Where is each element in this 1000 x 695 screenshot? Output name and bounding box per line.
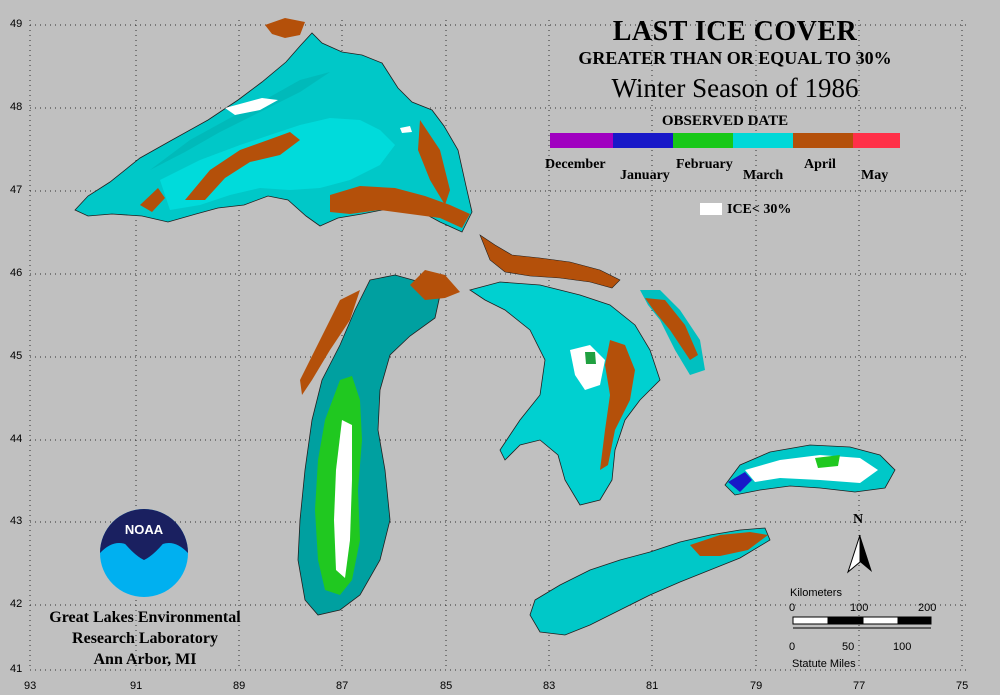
scale-mile-tick: 50 <box>842 641 855 653</box>
scale-km-title: Kilometers <box>790 587 842 599</box>
lat-label: 43 <box>10 515 23 527</box>
ice-key-label: ICE< 30% <box>727 202 792 217</box>
north-arrow <box>846 534 872 574</box>
org-name-line1: Great Lakes Environmental <box>49 609 241 626</box>
org-location: Ann Arbor, MI <box>93 651 197 668</box>
lon-label: 77 <box>853 680 866 692</box>
lat-label: 46 <box>10 267 23 279</box>
legend-color-bar <box>550 133 900 148</box>
lake-huron <box>469 281 705 506</box>
legend-month-march: March <box>743 168 784 183</box>
lon-label: 93 <box>24 680 37 692</box>
lon-label: 75 <box>956 680 969 692</box>
scale-bar <box>792 616 932 629</box>
legend-title: OBSERVED DATE <box>661 113 789 129</box>
map-title: LAST ICE COVER <box>612 16 858 47</box>
lat-label: 48 <box>10 101 23 113</box>
lat-label: 44 <box>10 433 23 445</box>
legend-month-april: April <box>804 157 836 172</box>
lake-superior <box>74 18 473 233</box>
legend-month-february: February <box>676 157 733 172</box>
legend-month-december: December <box>545 157 606 172</box>
legend-month-january: January <box>620 168 670 183</box>
legend-month-may: May <box>861 168 889 183</box>
scale-mile-tick: 0 <box>789 641 796 653</box>
lat-label: 47 <box>10 184 23 196</box>
lake-ontario <box>724 444 896 496</box>
lon-label: 79 <box>750 680 763 692</box>
noaa-logo-text: NOAA <box>124 522 164 537</box>
ice-key-swatch <box>700 203 722 215</box>
north-label: N <box>853 512 864 527</box>
scale-km-tick: 0 <box>789 602 796 614</box>
lon-label: 85 <box>440 680 453 692</box>
lon-label: 87 <box>336 680 349 692</box>
lat-label: 42 <box>10 598 23 610</box>
lon-label: 89 <box>233 680 246 692</box>
season-label: Winter Season of 1986 <box>611 73 859 103</box>
lat-label: 49 <box>10 18 23 30</box>
scale-mile-title: Statute Miles <box>792 658 856 670</box>
lake-erie <box>529 527 771 636</box>
lon-label: 83 <box>543 680 556 692</box>
lat-label: 45 <box>10 350 23 362</box>
north-channel <box>479 234 621 289</box>
graticule <box>29 20 970 671</box>
noaa-logo <box>100 509 188 597</box>
lon-label: 91 <box>130 680 143 692</box>
map-subtitle: GREATER THAN OR EQUAL TO 30% <box>578 48 892 68</box>
lake-michigan <box>297 270 460 616</box>
lat-label: 41 <box>10 663 23 675</box>
scale-mile-tick: 100 <box>893 641 912 653</box>
lon-label: 81 <box>646 680 659 692</box>
scale-km-tick: 200 <box>918 602 937 614</box>
scale-km-tick: 100 <box>850 602 869 614</box>
org-name-line2: Research Laboratory <box>72 630 218 647</box>
